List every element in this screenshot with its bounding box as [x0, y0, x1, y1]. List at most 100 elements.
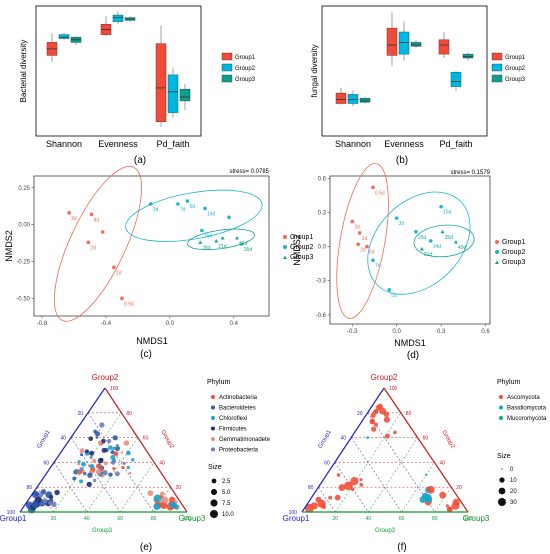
ternary-point	[125, 450, 131, 456]
tick-group3: 60	[399, 516, 405, 522]
ternary-point	[370, 412, 376, 418]
box-group1	[155, 43, 167, 122]
point-label: 28d	[418, 235, 427, 241]
tick-group1: 40	[341, 436, 347, 442]
ternary-point	[452, 498, 460, 506]
data-point	[356, 242, 360, 247]
y-tick-label: 0.00	[18, 223, 30, 229]
ternary-point	[31, 501, 39, 508]
data-point	[89, 212, 94, 217]
tick-group3: 80	[432, 516, 438, 522]
legend-group2: Group2	[290, 244, 313, 251]
confidence-ellipse-group2	[125, 189, 263, 242]
ternary-point	[426, 485, 435, 494]
panel-b-boxplot: fungal diversity Shannon Evenness Pd_fai…	[310, 5, 526, 166]
size-swatch	[210, 499, 218, 507]
ternary-point	[344, 481, 353, 491]
ternary-point	[86, 481, 92, 488]
ternary-point	[419, 496, 427, 504]
y-tick-label: 0.25	[18, 186, 30, 192]
ternary-point	[100, 438, 106, 444]
point-label: 1d	[362, 236, 368, 242]
data-point	[220, 235, 225, 240]
panel-c-legend: Group1 Group2 Group3	[283, 234, 313, 261]
box-group3	[410, 42, 422, 47]
ternary-point	[48, 494, 54, 500]
tick-group1: 20	[357, 411, 363, 417]
legend-swatch	[211, 405, 215, 410]
point-label: 3d	[71, 216, 77, 222]
legend-swatch	[211, 395, 215, 399]
ternary-point	[160, 491, 165, 497]
legend-group1: Group1	[235, 55, 256, 61]
tick-group2: 60	[143, 436, 149, 442]
ternary-point	[79, 479, 84, 484]
panel-c-xlabel: NMDS1	[136, 336, 168, 346]
ternary-point	[34, 491, 39, 497]
legend-phylum: Gemmatimonadete	[219, 437, 271, 443]
ternary-point	[315, 496, 322, 503]
ternary-point	[384, 433, 390, 439]
panel-b-ylabel: fungal diversity	[310, 44, 319, 97]
box-group2	[112, 14, 124, 22]
grid-line-group3	[434, 487, 452, 513]
box-group3	[462, 53, 474, 59]
ternary-point	[72, 476, 77, 481]
data-point	[394, 216, 399, 220]
panel-b-legend: Group1 Group2 Group3	[491, 52, 526, 83]
panel-a-xtick: Pd_faith	[156, 139, 189, 149]
size-label: 10	[510, 478, 517, 484]
data-point	[86, 240, 91, 245]
confidence-ellipse-group2	[367, 191, 471, 295]
ternary-point	[359, 477, 363, 482]
vertex-group1: Group1	[0, 514, 27, 523]
ternary-point	[42, 498, 48, 504]
legend-swatch	[211, 447, 215, 452]
tick-group2: 40	[439, 460, 445, 466]
box-group2	[347, 94, 359, 104]
tick-group3: 100	[464, 516, 473, 522]
data-point	[453, 240, 458, 244]
ternary-point	[101, 447, 107, 453]
ternary-point	[445, 504, 450, 508]
caption-c: (c)	[140, 349, 152, 360]
data-point	[387, 288, 392, 292]
grid-line-group1	[318, 487, 336, 513]
data-point	[100, 230, 105, 234]
tick-group2: 100	[389, 386, 398, 392]
box-group2	[450, 72, 462, 87]
panel-c-ylabel: NMDS2	[4, 230, 14, 262]
axis-label-group1: Group1	[318, 429, 334, 450]
axis-label-group1: Group1	[37, 429, 53, 450]
ternary-point	[99, 422, 105, 428]
axis-group2	[383, 387, 469, 513]
ternary-point	[350, 476, 359, 486]
confidence-ellipse-group3	[413, 224, 475, 258]
ternary-point	[123, 440, 130, 446]
tick-group1: 100	[289, 510, 298, 516]
ternary-point	[89, 455, 93, 459]
confidence-ellipse-group1	[336, 162, 389, 319]
panel-a-boxplot: Bacterial diversity Shannon Evenness Pd_…	[19, 5, 256, 166]
ternary-point	[338, 484, 346, 491]
ternary-point	[108, 445, 113, 450]
ternary-point	[350, 487, 355, 492]
ternary-point	[83, 472, 87, 476]
data-point	[440, 229, 445, 234]
ternary-point	[92, 458, 97, 463]
tick-group2: 60	[423, 436, 429, 442]
tick-group3: 100	[183, 516, 192, 522]
ternary-point	[120, 451, 124, 454]
ternary-point	[94, 431, 101, 437]
legend-title-phylum: Phylum	[497, 379, 521, 386]
ternary-point	[79, 448, 85, 454]
size-swatch	[498, 498, 506, 506]
axis-label-group2: Group2	[159, 429, 175, 450]
box-group1	[438, 39, 450, 55]
ternary-point	[369, 419, 375, 425]
ternary-point	[153, 494, 162, 503]
tick-group1: 100	[7, 510, 16, 516]
ternary-point	[131, 458, 135, 462]
box-group1	[335, 92, 347, 104]
ternary-point	[114, 445, 121, 451]
